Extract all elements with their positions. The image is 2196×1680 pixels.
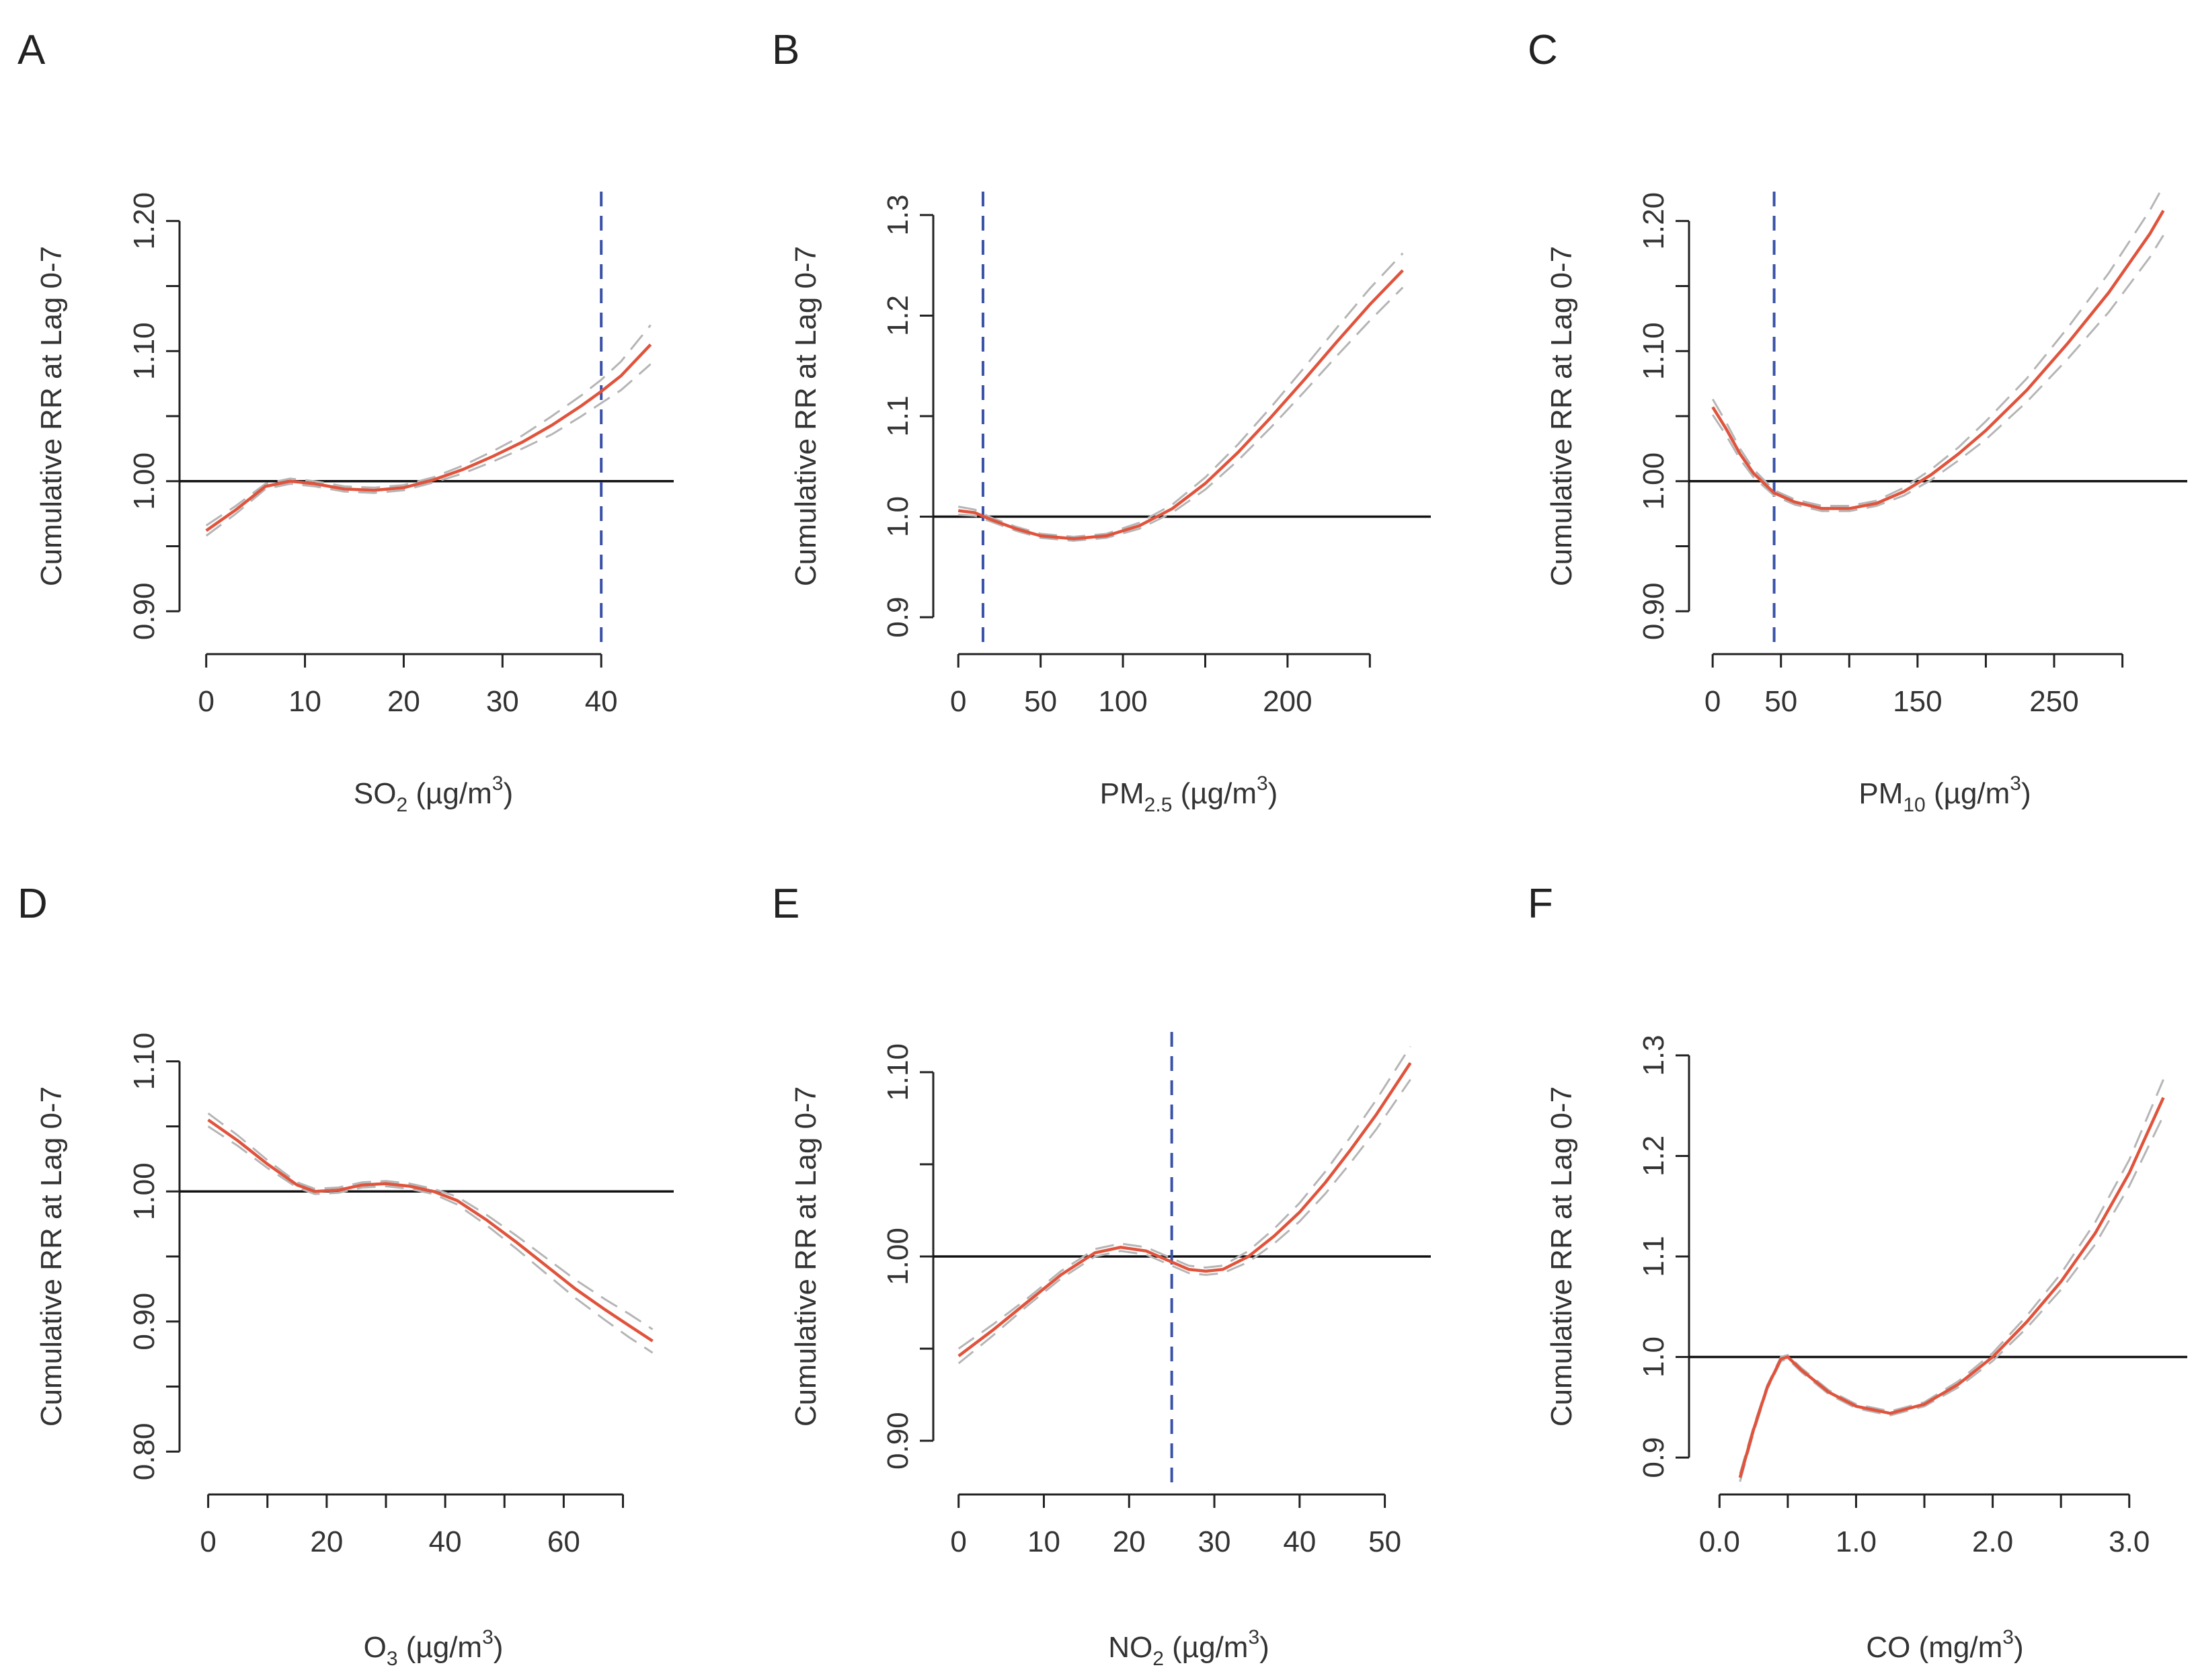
- x-tick-label: 10: [288, 685, 321, 718]
- x-tick-label: 0: [198, 685, 214, 718]
- panel-letter: F: [1528, 881, 1553, 927]
- panel-letter: A: [17, 27, 46, 73]
- y-tick-label: 1.00: [881, 1228, 914, 1285]
- x-tick-label: 0: [950, 685, 966, 718]
- x-axis-title: PM10 (µg/m3): [1858, 772, 2031, 816]
- rr-curve: [957, 269, 1404, 541]
- ci-upper-line: [1739, 1079, 2164, 1474]
- y-tick-label: 1.3: [881, 194, 914, 235]
- panel-f: F 0.9 1.0 1.1 1.2 1.3 0.0 1.0 2.0 3.0 Cumulative R…: [1528, 881, 2187, 1664]
- x-tick-label: 0: [200, 1525, 216, 1558]
- y-tick-label: 0.9: [881, 597, 914, 638]
- x-tick-label: 40: [585, 685, 618, 718]
- ci-upper-line: [205, 324, 652, 526]
- y-axis-title: Cumulative RR at Lag 0-7: [1545, 246, 1578, 586]
- y-axis-title: Cumulative RR at Lag 0-7: [789, 1086, 822, 1427]
- panel-a: A 0.90 1.00 1.10 1.20 0 10 20 30 40 Cumulative RR …: [17, 27, 674, 816]
- y-axis-title: Cumulative RR at Lag 0-7: [35, 246, 68, 586]
- panel-e: E 0.90 1.00 1.10 0 10 20 30 40 50 Cumulative RR at…: [772, 881, 1431, 1670]
- y-tick-label: 0.90: [128, 582, 161, 640]
- y-tick-label: 1.2: [1637, 1135, 1670, 1176]
- x-tick-label: 40: [1283, 1525, 1316, 1558]
- x-axis-title: NO2 (µg/m3): [1108, 1626, 1269, 1670]
- y-axis-title: Cumulative RR at Lag 0-7: [1545, 1086, 1578, 1427]
- rr-curve: [207, 1118, 654, 1343]
- x-tick-label: 50: [1764, 685, 1797, 718]
- panel-b: B 0.9 1.0 1.1 1.2 1.3 0 50 100 200 Cumulative RR a…: [772, 27, 1431, 816]
- ci-lower-line: [957, 1078, 1411, 1365]
- rr-curve: [957, 1062, 1412, 1357]
- x-tick-label: 20: [310, 1525, 343, 1558]
- y-tick-label: 1.10: [128, 322, 161, 380]
- rr-curve: [1711, 210, 2165, 510]
- x-tick-label: 0.0: [1699, 1525, 1740, 1558]
- x-tick-label: 2.0: [1972, 1525, 2013, 1558]
- y-tick-label: 0.80: [128, 1423, 161, 1480]
- y-tick-label: 1.00: [128, 1162, 161, 1220]
- rr-curve: [205, 344, 652, 532]
- panel-c: C 0.90 1.00 1.10 1.20 0 50 150 250 Cumulative RR …: [1528, 27, 2187, 816]
- x-tick-label: 60: [547, 1525, 580, 1558]
- y-tick-label: 0.9: [1637, 1437, 1670, 1478]
- y-tick-label: 1.1: [881, 395, 914, 436]
- y-tick-label: 1.1: [1637, 1236, 1670, 1277]
- x-tick-label: 250: [2029, 685, 2078, 718]
- y-axis-title: Cumulative RR at Lag 0-7: [35, 1086, 68, 1427]
- x-tick-label: 0: [950, 1525, 966, 1558]
- x-tick-label: 40: [429, 1525, 462, 1558]
- x-tick-label: 0: [1704, 685, 1721, 718]
- ci-lower-line: [205, 363, 652, 537]
- x-tick-label: 20: [1113, 1525, 1146, 1558]
- x-tick-label: 30: [1198, 1525, 1231, 1558]
- x-axis-title: SO2 (µg/m3): [354, 772, 513, 816]
- x-tick-label: 10: [1027, 1525, 1060, 1558]
- y-tick-label: 1.10: [1637, 322, 1670, 380]
- y-tick-label: 0.90: [1637, 582, 1670, 640]
- x-axis-title: PM2.5 (µg/m3): [1100, 772, 1278, 816]
- x-tick-label: 50: [1368, 1525, 1401, 1558]
- y-tick-label: 1.0: [881, 496, 914, 537]
- x-tick-label: 100: [1098, 685, 1147, 718]
- x-tick-label: 1.0: [1836, 1525, 1877, 1558]
- panel-letter: C: [1528, 27, 1558, 73]
- y-tick-label: 0.90: [128, 1293, 161, 1351]
- y-tick-label: 0.90: [881, 1412, 914, 1470]
- ci-upper-line: [957, 1045, 1411, 1350]
- y-tick-label: 1.20: [1637, 192, 1670, 250]
- x-tick-label: 150: [1893, 685, 1942, 718]
- panel-letter: D: [17, 881, 48, 927]
- panel-letter: B: [772, 27, 799, 73]
- panel-d: D 0.80 0.90 1.00 1.10 0 20 40 60 Cumulative RR at…: [17, 881, 674, 1670]
- x-tick-label: 3.0: [2109, 1525, 2150, 1558]
- ci-lower-line: [1711, 235, 2164, 512]
- y-tick-label: 1.2: [881, 295, 914, 336]
- y-tick-label: 1.3: [1637, 1035, 1670, 1076]
- y-tick-label: 1.00: [1637, 452, 1670, 510]
- x-axis-title: O3 (µg/m3): [364, 1626, 504, 1670]
- rr-curve: [1738, 1096, 2165, 1478]
- ci-lower-line: [1739, 1115, 2164, 1482]
- ci-upper-line: [957, 252, 1404, 538]
- ci-upper-line: [207, 1112, 654, 1330]
- y-tick-label: 1.20: [128, 192, 161, 250]
- ci-lower-line: [207, 1125, 654, 1354]
- y-axis-title: Cumulative RR at Lag 0-7: [789, 246, 822, 586]
- y-tick-label: 1.10: [128, 1033, 161, 1090]
- x-tick-label: 50: [1024, 685, 1057, 718]
- panel-letter: E: [772, 881, 799, 927]
- x-tick-label: 20: [387, 685, 420, 718]
- ci-upper-line: [1711, 185, 2164, 507]
- y-tick-label: 1.00: [128, 452, 161, 510]
- y-tick-label: 1.10: [881, 1043, 914, 1101]
- x-axis-title: CO (mg/m3): [1866, 1626, 2023, 1664]
- x-tick-label: 30: [486, 685, 519, 718]
- y-tick-label: 1.0: [1637, 1336, 1670, 1377]
- x-tick-label: 200: [1263, 685, 1312, 718]
- ci-lower-line: [958, 286, 1404, 542]
